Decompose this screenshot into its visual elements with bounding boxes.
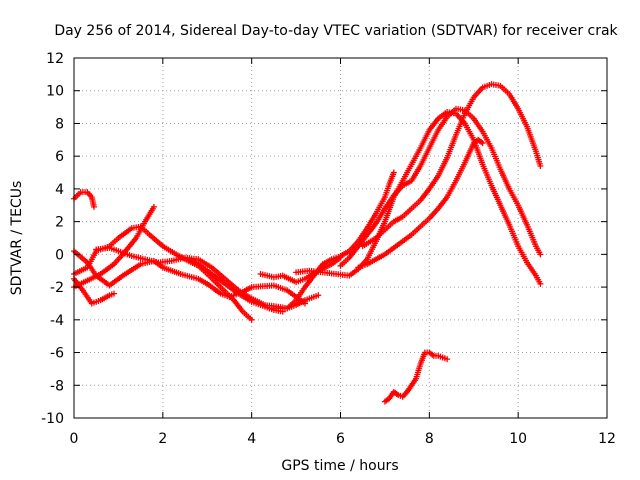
data-point [537,251,544,258]
x-axis-label: GPS time / hours [281,458,398,474]
data-series-layer [71,81,544,405]
data-series-arc-11 [337,105,544,269]
y-tick-label: 2 [55,215,64,231]
data-point [90,203,97,210]
data-point [110,290,117,297]
data-series-arc-10 [293,109,544,287]
y-tick-label: -8 [50,378,64,394]
axis-ticks: 0 2 4 6 8 10 12 -10 -8 -6 -4 -2 0 2 4 6 8 10 12 [41,51,616,447]
data-point [315,292,322,299]
y-tick-label: 0 [55,247,64,263]
data-series-arc-14 [381,349,451,405]
y-tick-label: 12 [46,51,64,67]
grid-lines [74,58,607,418]
y-tick-label: -10 [41,411,64,427]
x-tick-label: 2 [158,431,167,447]
y-tick-label: -2 [50,280,64,296]
data-point [537,163,544,169]
y-tick-label: 6 [55,149,64,165]
data-point [444,356,451,363]
y-tick-label: 4 [55,182,64,198]
x-tick-label: 12 [598,431,616,447]
data-series-arc-9 [266,169,397,312]
y-tick-label: -6 [50,346,64,362]
data-series-arc-12 [359,81,544,250]
x-tick-label: 6 [336,431,345,447]
data-point [150,203,157,210]
y-axis-label: SDTVAR / TECUs [9,181,25,296]
x-tick-label: 4 [247,431,256,447]
data-point [537,280,544,287]
data-point [479,140,486,147]
data-point [248,316,255,323]
data-point [390,169,397,176]
x-tick-label: 0 [70,431,79,447]
y-tick-label: 10 [46,84,64,100]
y-tick-label: -4 [50,313,64,329]
chart-title: Day 256 of 2014, Sidereal Day-to-day VTE… [54,23,618,39]
data-series-arc-13 [355,136,486,271]
y-tick-label: 8 [55,116,64,132]
x-tick-label: 10 [509,431,527,447]
x-tick-label: 8 [425,431,434,447]
